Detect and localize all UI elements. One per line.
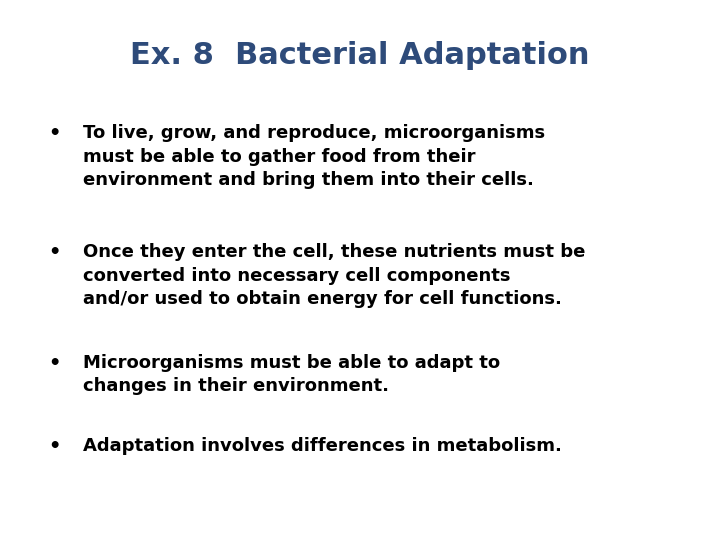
Text: •: • [48,124,60,143]
Text: To live, grow, and reproduce, microorganisms
must be able to gather food from th: To live, grow, and reproduce, microorgan… [83,124,545,190]
Text: Once they enter the cell, these nutrients must be
converted into necessary cell : Once they enter the cell, these nutrient… [83,243,585,308]
Text: Ex. 8  Bacterial Adaptation: Ex. 8 Bacterial Adaptation [130,40,590,70]
Text: •: • [48,437,60,456]
Text: •: • [48,354,60,373]
Text: Adaptation involves differences in metabolism.: Adaptation involves differences in metab… [83,437,562,455]
Text: Microorganisms must be able to adapt to
changes in their environment.: Microorganisms must be able to adapt to … [83,354,500,395]
Text: •: • [48,243,60,262]
